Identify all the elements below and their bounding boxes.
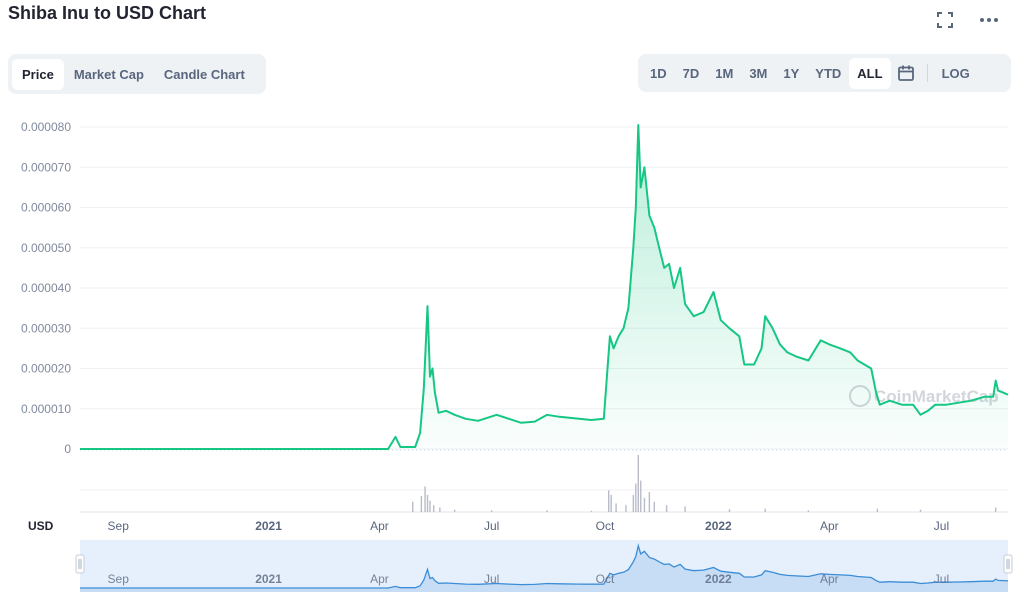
watermark-logo-icon xyxy=(849,385,871,407)
x-tick-label: Jul xyxy=(484,519,499,533)
navigator-tick-label: Sep xyxy=(108,572,130,586)
range-3m-button[interactable]: 3M xyxy=(749,65,768,81)
x-tick-label: Apr xyxy=(370,519,389,533)
y-tick-label: 0.000010 xyxy=(21,402,71,416)
log-scale-button[interactable]: LOG xyxy=(941,65,970,81)
navigator-tick-label: Apr xyxy=(820,572,839,586)
range-all-button[interactable]: ALL xyxy=(849,57,891,89)
x-tick-label: 2022 xyxy=(705,519,732,533)
x-tick-label: 2021 xyxy=(255,519,282,533)
y-tick-label: 0.000070 xyxy=(21,160,71,174)
time-range-selector: 1D 7D 1M 3M 1Y YTD ALL LOG xyxy=(638,54,1011,92)
navigator-tick-label: Apr xyxy=(370,572,389,586)
calendar-icon[interactable] xyxy=(891,64,921,82)
x-tick-label: Sep xyxy=(108,519,130,533)
range-1m-button[interactable]: 1M xyxy=(715,65,734,81)
y-tick-label: 0.000060 xyxy=(21,201,71,215)
fullscreen-icon[interactable] xyxy=(934,9,956,31)
y-tick-label: 0.000080 xyxy=(21,120,71,134)
range-1y-button[interactable]: 1Y xyxy=(783,65,800,81)
range-7d-button[interactable]: 7D xyxy=(682,65,700,81)
watermark-text: CoinMarketCap xyxy=(874,387,999,406)
y-tick-label: 0.000050 xyxy=(21,241,71,255)
navigator-background xyxy=(80,540,1008,592)
tab-price[interactable]: Price xyxy=(12,58,64,90)
chart-type-tabs: Price Market Cap Candle Chart xyxy=(8,54,266,94)
x-tick-label: Oct xyxy=(596,519,615,533)
watermark: CoinMarketCap xyxy=(849,385,999,407)
y-tick-label: 0.000040 xyxy=(21,281,71,295)
tab-market-cap[interactable]: Market Cap xyxy=(73,66,144,82)
navigator-tick-label: 2021 xyxy=(255,572,282,586)
navigator-tick-label: 2022 xyxy=(705,572,732,586)
navigator-right-handle[interactable] xyxy=(1003,554,1013,574)
y-tick-label: 0 xyxy=(64,442,71,456)
range-ytd-button[interactable]: YTD xyxy=(815,65,842,81)
x-tick-label: Jul xyxy=(934,519,949,533)
navigator-tick-label: Jul xyxy=(484,572,499,586)
x-tick-label: Apr xyxy=(820,519,839,533)
divider xyxy=(926,64,928,82)
price-line xyxy=(80,124,1009,450)
navigator-tick-label: Jul xyxy=(934,572,949,586)
navigator-line xyxy=(80,543,1009,589)
range-1d-button[interactable]: 1D xyxy=(650,65,667,81)
page-title: Shiba Inu to USD Chart xyxy=(8,3,206,23)
more-icon[interactable] xyxy=(978,9,1000,31)
y-tick-label: 0.000030 xyxy=(21,321,71,335)
navigator-tick-label: Oct xyxy=(596,572,615,586)
currency-label: USD xyxy=(28,519,54,533)
navigator-left-handle[interactable] xyxy=(75,554,85,574)
price-area xyxy=(80,125,1008,449)
y-tick-label: 0.000020 xyxy=(21,362,71,376)
navigator-area xyxy=(80,545,1008,592)
tab-candle-chart[interactable]: Candle Chart xyxy=(163,66,245,82)
